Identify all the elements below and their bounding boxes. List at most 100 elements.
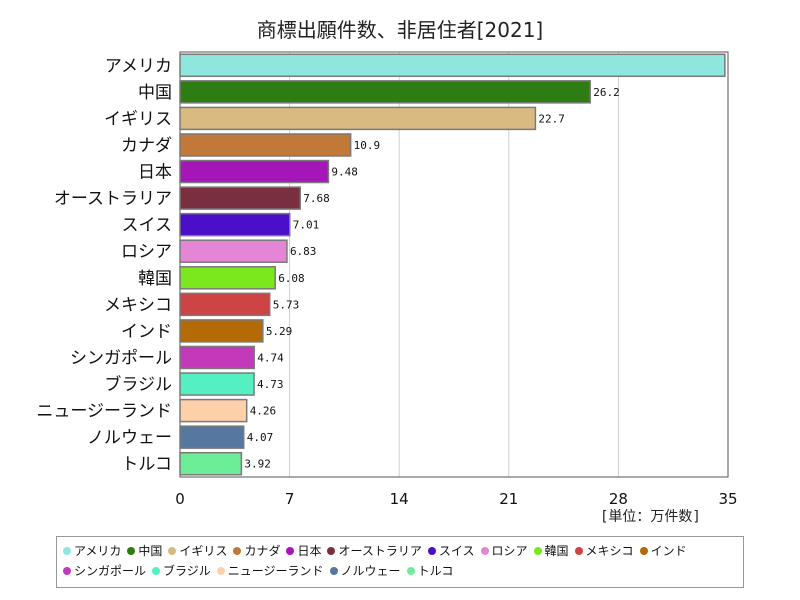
x-tick-label: 14: [390, 490, 409, 508]
legend-item: ブラジル: [152, 561, 211, 581]
category-label: ニュージーランド: [36, 402, 172, 422]
legend-swatch: [327, 546, 336, 555]
category-label: インド: [121, 322, 172, 342]
data-label: 26.2: [593, 86, 620, 99]
bar: [179, 239, 288, 263]
bar: [179, 80, 591, 104]
legend-label: スイス: [438, 544, 475, 558]
data-label: 4.74: [257, 351, 284, 364]
legend-label: オーストラリア: [338, 544, 422, 558]
bar: [179, 212, 291, 237]
legend-label: ブラジル: [163, 564, 211, 578]
legend-item: シンガポール: [63, 561, 146, 581]
legend-label: メキシコ: [585, 544, 634, 558]
x-tick-label: 0: [175, 490, 185, 508]
legend-item: イギリス: [168, 541, 227, 561]
data-label: 4.73: [257, 378, 284, 391]
chart-title: 商標出願件数、非居住者[2021]: [256, 18, 544, 42]
category-label: カナダ: [121, 136, 172, 156]
bar: [179, 159, 330, 184]
category-label: 韓国: [138, 269, 172, 289]
legend-swatch: [152, 566, 161, 575]
bar: [179, 372, 255, 396]
bar: [179, 398, 248, 423]
category-label: ロシア: [121, 242, 172, 262]
legend-item: メキシコ: [574, 541, 634, 561]
legend-label: ノルウェー: [340, 564, 401, 578]
legend-swatch: [639, 546, 648, 555]
x-tick-label: 35: [718, 490, 737, 508]
legend-label: ロシア: [491, 544, 528, 558]
legend-label: ニュージーランド: [227, 564, 324, 578]
legend-swatch: [127, 546, 136, 555]
bar: [179, 451, 243, 476]
category-label: ノルウェー: [87, 428, 172, 448]
x-tick-label: 21: [499, 490, 518, 508]
data-label: 6.08: [278, 272, 305, 285]
legend-label: イギリス: [179, 544, 228, 558]
legend-swatch: [329, 566, 338, 575]
legend: アメリカ 中国 イギリス カナダ 日本 オーストラリア スイス ロシア 韓国 メキシコ インドシンガ…: [56, 536, 744, 588]
bar: [179, 345, 255, 370]
data-label: 10.9: [354, 139, 381, 152]
legend-item: 韓国: [533, 541, 569, 561]
data-label: 4.26: [250, 405, 277, 418]
legend-item: アメリカ: [63, 541, 121, 561]
legend-label: 韓国: [544, 544, 569, 558]
data-label: 3.92: [244, 458, 271, 471]
x-tick-label: 28: [609, 490, 628, 508]
legend-item: スイス: [427, 541, 475, 561]
legend-item: 日本: [286, 541, 321, 561]
legend-swatch: [574, 546, 583, 555]
legend-item: オーストラリア: [327, 541, 422, 561]
data-label: 4.07: [247, 431, 274, 444]
data-label: 22.7: [538, 112, 565, 125]
legend-label: アメリカ: [74, 544, 122, 558]
legend-swatch: [427, 546, 436, 555]
legend-item: ノルウェー: [329, 561, 401, 581]
plot-frame: [179, 51, 729, 478]
legend-swatch: [63, 566, 71, 575]
legend-swatch: [286, 546, 295, 555]
category-label: ブラジル: [104, 374, 172, 395]
bar: [179, 106, 537, 131]
legend-swatch: [480, 546, 489, 555]
x-tick-label: 7: [285, 490, 295, 508]
legend-swatch: [533, 546, 542, 555]
legend-item: カナダ: [233, 541, 280, 561]
legend-label: カナダ: [244, 544, 281, 558]
legend-label: インド: [650, 544, 687, 558]
legend-item: 中国: [127, 541, 162, 561]
category-label: 中国: [138, 83, 172, 103]
bar: [179, 186, 301, 210]
legend-swatch: [168, 546, 177, 555]
bar: [179, 425, 245, 449]
bar: [179, 53, 726, 78]
legend-swatch: [233, 546, 242, 555]
bar: [179, 266, 276, 290]
bar: [179, 319, 264, 343]
unit-label: [単位：万件数]: [600, 509, 701, 525]
legend-item: トルコ: [406, 561, 454, 581]
legend-label: 中国: [138, 544, 163, 558]
legend-item: ニュージーランド: [216, 561, 324, 581]
category-label: 日本: [138, 163, 172, 183]
category-label: イギリス: [104, 109, 172, 129]
data-label: 6.83: [290, 245, 317, 258]
legend-label: 日本: [297, 544, 322, 558]
category-label: スイス: [122, 216, 173, 236]
legend-swatch: [216, 566, 225, 575]
bar: [179, 133, 352, 157]
bar: [179, 292, 271, 317]
category-label: メキシコ: [104, 295, 172, 315]
data-label: 7.68: [303, 192, 330, 205]
legend-label: トルコ: [417, 564, 454, 578]
category-label: トルコ: [121, 455, 172, 475]
legend-swatch: [63, 546, 71, 555]
data-label: 5.29: [266, 325, 293, 338]
data-label: 7.01: [293, 219, 320, 232]
legend-label: シンガポール: [74, 564, 147, 578]
category-label: アメリカ: [105, 56, 172, 76]
data-label: 9.48: [331, 166, 358, 179]
